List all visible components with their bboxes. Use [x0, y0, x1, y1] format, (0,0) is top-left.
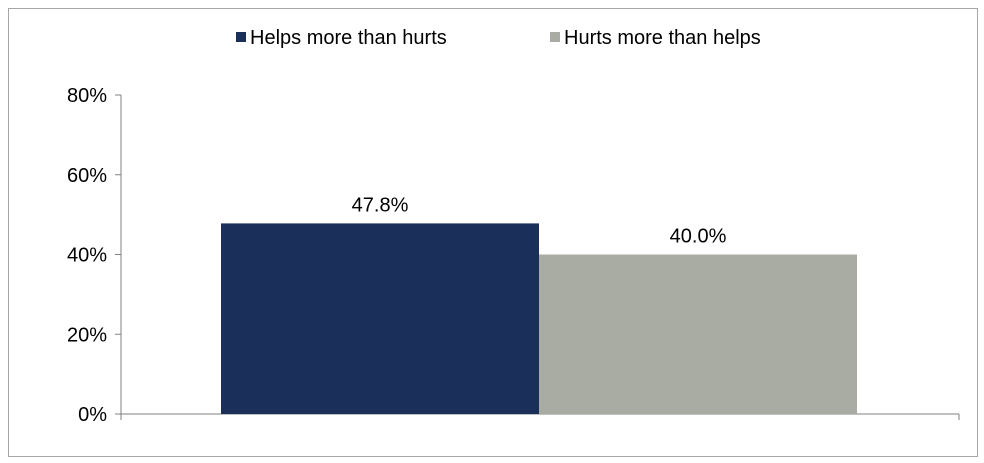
bar-0	[221, 223, 539, 414]
y-tick-label: 0%	[78, 404, 107, 426]
data-labels: 47.8% 40.0%	[352, 194, 727, 247]
bar-chart: Helps more than hurts Hurts more than hel…	[67, 27, 960, 426]
bars	[221, 223, 857, 414]
y-tick-label: 20%	[67, 324, 107, 346]
y-axis: 0% 20% 40% 60% 80%	[67, 85, 122, 426]
chart-frame: Helps more than hurts Hurts more than hel…	[8, 8, 978, 457]
bar-1	[539, 254, 857, 414]
legend-swatch-0	[236, 32, 246, 42]
x-axis	[120, 413, 960, 420]
data-label-1: 40.0%	[670, 226, 727, 248]
data-label-0: 47.8%	[352, 194, 409, 216]
legend-entry-1: Hurts more than helps	[564, 27, 761, 49]
legend: Helps more than hurts Hurts more than hel…	[236, 27, 761, 49]
y-tick-label: 80%	[67, 85, 107, 107]
y-tick-label: 40%	[67, 245, 107, 267]
legend-swatch-1	[550, 32, 560, 42]
y-tick-label: 60%	[67, 165, 107, 187]
legend-entry-0: Helps more than hurts	[250, 27, 447, 49]
